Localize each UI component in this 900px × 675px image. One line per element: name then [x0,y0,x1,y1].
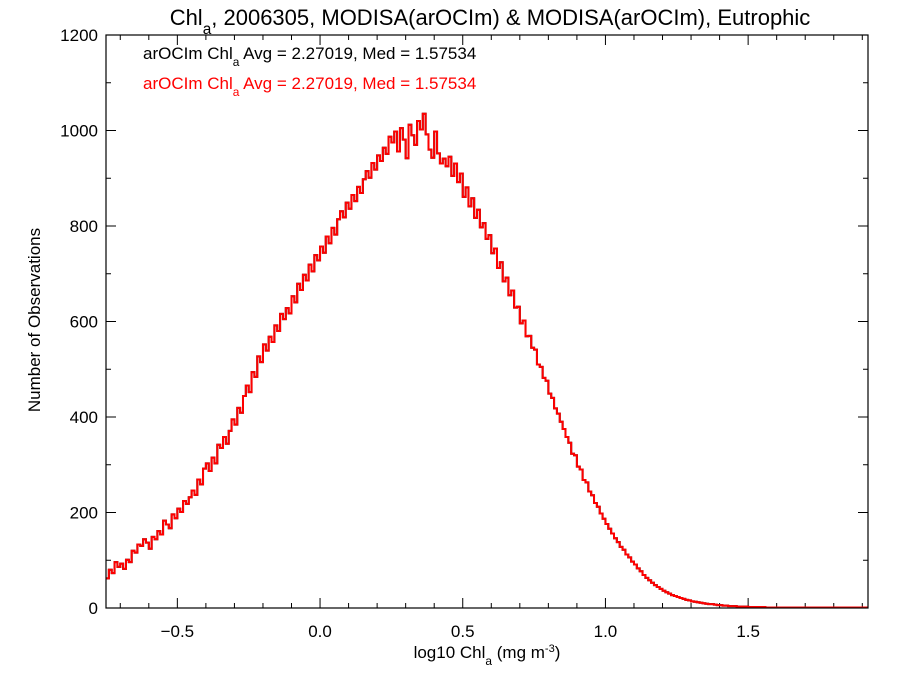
title-part: , 2006305, MODISA(arOCIm) & MODISA(arOCI… [211,5,810,30]
chart-title: Chla, 2006305, MODISA(arOCIm) & MODISA(a… [170,5,811,38]
annotations: arOCIm Chla Avg = 2.27019, Med = 1.57534… [143,44,476,99]
stats-annotation: arOCIm Chla Avg = 2.27019, Med = 1.57534 [143,44,476,69]
data-series [106,112,868,609]
annotation-part: arOCIm Chl [143,44,233,63]
title-part: Chl [170,5,203,30]
y-tick-label: 0 [89,599,98,618]
x-tick-label: 1.5 [736,622,760,641]
x-label-part: (mg m [492,643,545,662]
x-tick-label: −0.5 [161,622,195,641]
x-label-part: ) [555,643,561,662]
x-tick-label: 0.5 [451,622,475,641]
y-tick-label: 600 [70,313,98,332]
annotation-part: Avg = 2.27019, Med = 1.57534 [239,44,476,63]
x-label-part: a [485,654,492,668]
x-tick-label: 1.0 [594,622,618,641]
x-axis-label: log10 Chla (mg m-3) [414,643,561,668]
x-tick-label: 0.0 [308,622,332,641]
y-axis-label: Number of Observations [25,228,44,412]
y-tick-label: 800 [70,217,98,236]
y-tick-label: 400 [70,408,98,427]
annotation-part: a [233,55,240,69]
y-tick-label: 1000 [60,122,98,141]
y-axis-label-group: Number of Observations [25,228,44,412]
axis-ticks: −0.5 0.0 0.5 1.0 1.5 0 200 400 600 800 1000 1200 [60,26,868,641]
plot-frame [105,34,869,609]
annotation-part: arOCIm Chl [143,74,233,93]
annotation-part: Avg = 2.27019, Med = 1.57534 [239,74,476,93]
histogram-series [106,112,868,609]
annotation-part: a [233,85,240,99]
y-tick-label: 200 [70,504,98,523]
title-part: a [203,21,212,38]
histogram-series-underlay [106,112,868,609]
y-tick-label: 1200 [60,26,98,45]
x-label-part: -3 [545,643,555,655]
stats-annotation: arOCIm Chla Avg = 2.27019, Med = 1.57534 [143,74,476,99]
x-label-part: log10 Chl [414,643,486,662]
